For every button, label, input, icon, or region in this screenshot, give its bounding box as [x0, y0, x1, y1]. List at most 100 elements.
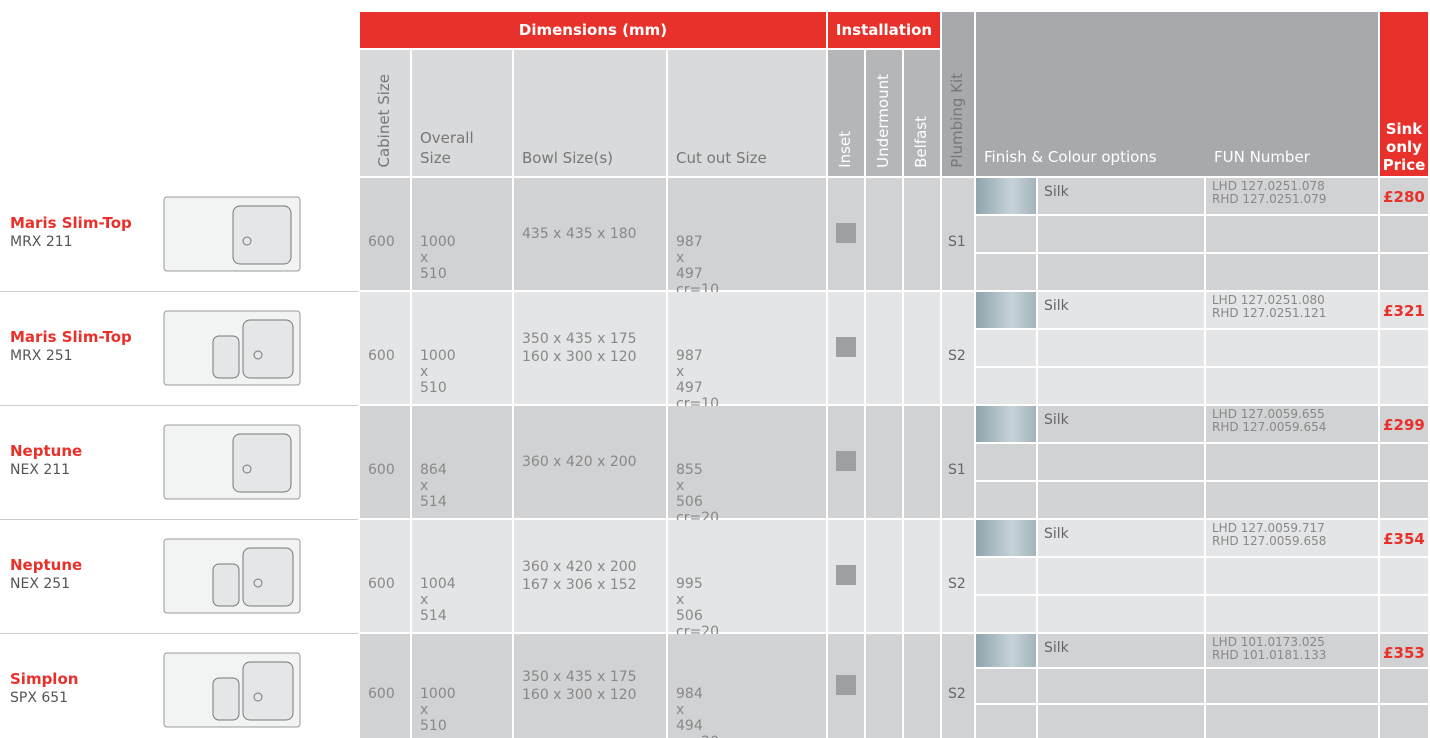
sub-cell	[1038, 254, 1204, 290]
sub-cell	[1038, 444, 1204, 480]
finish-name: Silk	[1044, 184, 1069, 200]
column-header-text: Cabinet Size	[375, 74, 393, 168]
price: £354	[1383, 530, 1425, 548]
cell	[866, 634, 902, 738]
column-header: Overall Size	[412, 50, 512, 176]
sub-cell	[1380, 704, 1428, 738]
finish-name: Silk	[1044, 640, 1069, 656]
inset-mark	[836, 223, 856, 243]
sub-cell	[976, 669, 1036, 703]
sub-cell	[1380, 216, 1428, 252]
sub-cell	[1206, 444, 1378, 480]
cell-text: 167 x 306 x 152	[522, 577, 637, 593]
fun-number: RHD 127.0059.658	[1212, 534, 1327, 548]
cell: 360 x 420 x 200 167 x 306 x 152	[514, 520, 666, 632]
sub-cell	[1038, 216, 1204, 252]
sub-cell	[1038, 330, 1204, 366]
sub-cell	[1206, 330, 1378, 366]
inset-mark	[836, 451, 856, 471]
cell: 435 x 435 x 180	[514, 178, 666, 290]
sink-image	[163, 652, 301, 728]
sub-cell	[1038, 292, 1204, 328]
sink-svg	[163, 310, 301, 386]
fun-number: RHD 127.0251.079	[1212, 192, 1327, 206]
cell: 1004 x 514	[412, 520, 512, 632]
sub-cell	[1038, 520, 1204, 556]
sub-cell	[1380, 406, 1428, 442]
finish-swatch	[976, 178, 1036, 214]
sub-cell	[1380, 444, 1428, 480]
sink-svg	[163, 538, 301, 614]
cell	[904, 634, 940, 738]
inset-mark	[836, 337, 856, 357]
column-header-text: Inset	[836, 131, 854, 168]
sub-cell	[1038, 669, 1204, 703]
sub-cell	[976, 482, 1036, 518]
sink-image	[163, 424, 301, 500]
sink-image	[163, 310, 301, 386]
cell-text: 160 x 300 x 120	[522, 349, 637, 365]
finish-swatch	[976, 406, 1036, 442]
column-header: Inset	[828, 50, 864, 176]
sub-cell	[1380, 178, 1428, 214]
sub-cell	[1380, 254, 1428, 290]
column-header-text: Undermount	[874, 74, 892, 168]
sub-cell	[1038, 482, 1204, 518]
sub-cell	[1206, 482, 1378, 518]
cell: S1	[942, 178, 974, 290]
sub-cell	[976, 330, 1036, 366]
sub-cell	[1380, 292, 1428, 328]
sub-cell	[1206, 669, 1378, 703]
sub-cell	[1380, 634, 1428, 668]
fun-number: LHD 101.0173.025	[1212, 635, 1325, 649]
group-header: Dimensions (mm)	[360, 12, 826, 48]
product-code: MRX 211	[10, 234, 73, 250]
sink-svg	[163, 652, 301, 728]
sub-cell	[1380, 482, 1428, 518]
sub-cell	[976, 254, 1036, 290]
column-header-text: Belfast	[912, 116, 930, 168]
sub-cell	[1038, 178, 1204, 214]
finish-name: Silk	[1044, 526, 1069, 542]
sub-cell	[1380, 520, 1428, 556]
column-header: Undermount	[866, 50, 902, 176]
finish-swatch	[976, 292, 1036, 328]
fun-number: RHD 127.0251.121	[1212, 306, 1327, 320]
cell: 987 x 497 cr=10	[668, 178, 826, 298]
sub-cell	[1038, 596, 1204, 632]
fun-number: RHD 101.0181.133	[1212, 648, 1327, 662]
sub-cell	[976, 368, 1036, 404]
sub-cell	[1038, 634, 1204, 668]
inset-mark	[836, 675, 856, 695]
sub-cell	[1206, 634, 1378, 668]
fun-number: LHD 127.0059.655	[1212, 407, 1325, 421]
finish-name: Silk	[1044, 298, 1069, 314]
sub-cell	[1206, 406, 1378, 442]
sub-cell	[1380, 669, 1428, 703]
sub-cell	[1206, 292, 1378, 328]
cell-text: 360 x 420 x 200	[522, 454, 637, 470]
cell: 864 x 514	[412, 406, 512, 518]
cell-text: 160 x 300 x 120	[522, 687, 637, 703]
cell	[904, 292, 940, 404]
column-header-text: Cut out Size	[676, 149, 767, 167]
product-name: Maris Slim-Top	[10, 328, 132, 346]
column-header-text: Bowl Size(s)	[522, 149, 613, 167]
cell: 350 x 435 x 175 160 x 300 x 120	[514, 292, 666, 404]
cell-text: 350 x 435 x 175	[522, 669, 637, 685]
group-header: Installation	[828, 12, 940, 48]
price: £280	[1383, 188, 1425, 206]
cell	[866, 406, 902, 518]
column-header: Cut out Size	[668, 50, 826, 176]
cell: 350 x 435 x 175 160 x 300 x 120	[514, 634, 666, 738]
column-header-text: Overall Size	[420, 129, 474, 167]
sink-image	[163, 196, 301, 272]
sink-image	[163, 538, 301, 614]
price: £299	[1383, 416, 1425, 434]
product-code: SPX 651	[10, 690, 69, 706]
finish-swatch	[976, 520, 1036, 556]
cell: 1000 x 510	[412, 178, 512, 290]
cell	[904, 520, 940, 632]
sub-cell	[1206, 596, 1378, 632]
column-header: Cabinet Size	[360, 50, 410, 176]
